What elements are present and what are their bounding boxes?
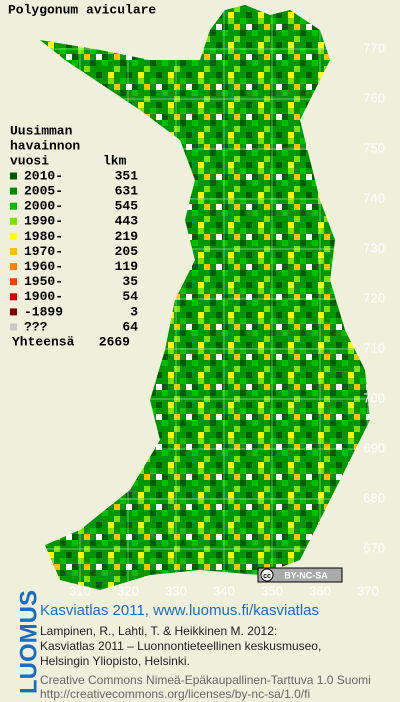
- citation-line: Helsingin Yliopisto, Helsinki.: [40, 654, 190, 668]
- legend-label: 1960-: [24, 259, 63, 274]
- legend-heading: havainnon: [10, 138, 80, 153]
- x-tick-label: 330: [165, 583, 187, 598]
- legend-swatch: [10, 248, 17, 255]
- legend-swatch: [10, 323, 17, 331]
- legend: 2010- 351 2005- 631 2000- 545 1990- 443 1980- 219…: [10, 168, 138, 334]
- legend-swatch: [10, 293, 17, 301]
- legend-count: 205: [115, 244, 139, 259]
- y-tick-label: 730: [363, 240, 385, 255]
- legend-heading: Uusimman: [10, 123, 73, 138]
- citation-line: Lampinen, R., Lahti, T. & Heikkinen M. 2…: [40, 624, 277, 638]
- legend-swatch: [10, 217, 17, 225]
- legend-label: ???: [24, 319, 48, 334]
- legend-count: 219: [115, 229, 139, 244]
- x-tick-label: 320: [117, 583, 139, 598]
- x-tick-label: 340: [213, 583, 235, 598]
- species-title: Polygonum aviculare: [8, 2, 156, 17]
- cc-mark: cc: [263, 573, 271, 580]
- x-tick-label: 310: [69, 583, 91, 598]
- legend-count: 443: [115, 214, 139, 229]
- legend-label: 1990-: [24, 214, 63, 229]
- legend-heading: vuosi: [10, 153, 49, 168]
- y-tick-label: 700: [363, 390, 385, 405]
- y-tick-label: 720: [363, 290, 385, 305]
- legend-label: 2000-: [24, 199, 63, 214]
- legend-count: 545: [115, 199, 139, 214]
- y-tick-label: 670: [363, 540, 385, 555]
- legend-swatch: [10, 308, 17, 316]
- legend-count: 3: [130, 304, 138, 319]
- y-tick-label: 690: [363, 440, 385, 455]
- legend-label: 2010-: [24, 168, 63, 183]
- legend-swatch: [10, 232, 17, 240]
- legend-swatch: [10, 263, 17, 271]
- license-line: Creative Commons Nimeä-Epäkaupallinen-Ta…: [40, 673, 371, 687]
- y-tick-label: 770: [363, 40, 385, 55]
- legend-swatch: [10, 278, 17, 286]
- legend-count: 64: [122, 319, 138, 334]
- y-tick-label: 680: [363, 490, 385, 505]
- legend-count: 351: [115, 168, 139, 183]
- x-tick-label: 360: [309, 583, 331, 598]
- legend-count: 54: [122, 289, 138, 304]
- x-tick-label: 370: [357, 583, 379, 598]
- y-tick-label: 760: [363, 90, 385, 105]
- legend-label: 1970-: [24, 244, 63, 259]
- legend-label: 1900-: [24, 289, 63, 304]
- cc-terms: BY-NC-SA: [284, 570, 328, 580]
- legend-label: 2005-: [24, 184, 63, 199]
- total-count: 2669: [99, 334, 130, 349]
- legend-count-heading: lkm: [103, 153, 127, 168]
- license-line: http://creativecommons.org/licenses/by-n…: [40, 687, 310, 701]
- legend-count: 35: [122, 274, 138, 289]
- license-badge: cc BY-NC-SA: [257, 567, 343, 583]
- x-tick-label: 350: [261, 583, 283, 598]
- citation-line: Kasviatlas 2011 – Luonnontieteellinen ke…: [40, 639, 321, 653]
- footer-title: Kasviatlas 2011, www.luomus.fi/kasviatla…: [40, 602, 319, 619]
- legend-swatch: [10, 172, 17, 180]
- luomus-logo: LUOMUS: [15, 590, 42, 694]
- legend-swatch: [10, 202, 17, 210]
- legend-count: 119: [115, 259, 139, 274]
- legend-label: 1980-: [24, 229, 63, 244]
- legend-swatch: [10, 187, 17, 195]
- legend-label: 1950-: [24, 274, 63, 289]
- total-label: Yhteensä: [12, 334, 75, 349]
- legend-count: 631: [115, 184, 139, 199]
- y-tick-label: 740: [363, 190, 385, 205]
- legend-label: -1899: [24, 304, 63, 319]
- y-tick-label: 750: [363, 140, 385, 155]
- y-tick-label: 710: [363, 340, 385, 355]
